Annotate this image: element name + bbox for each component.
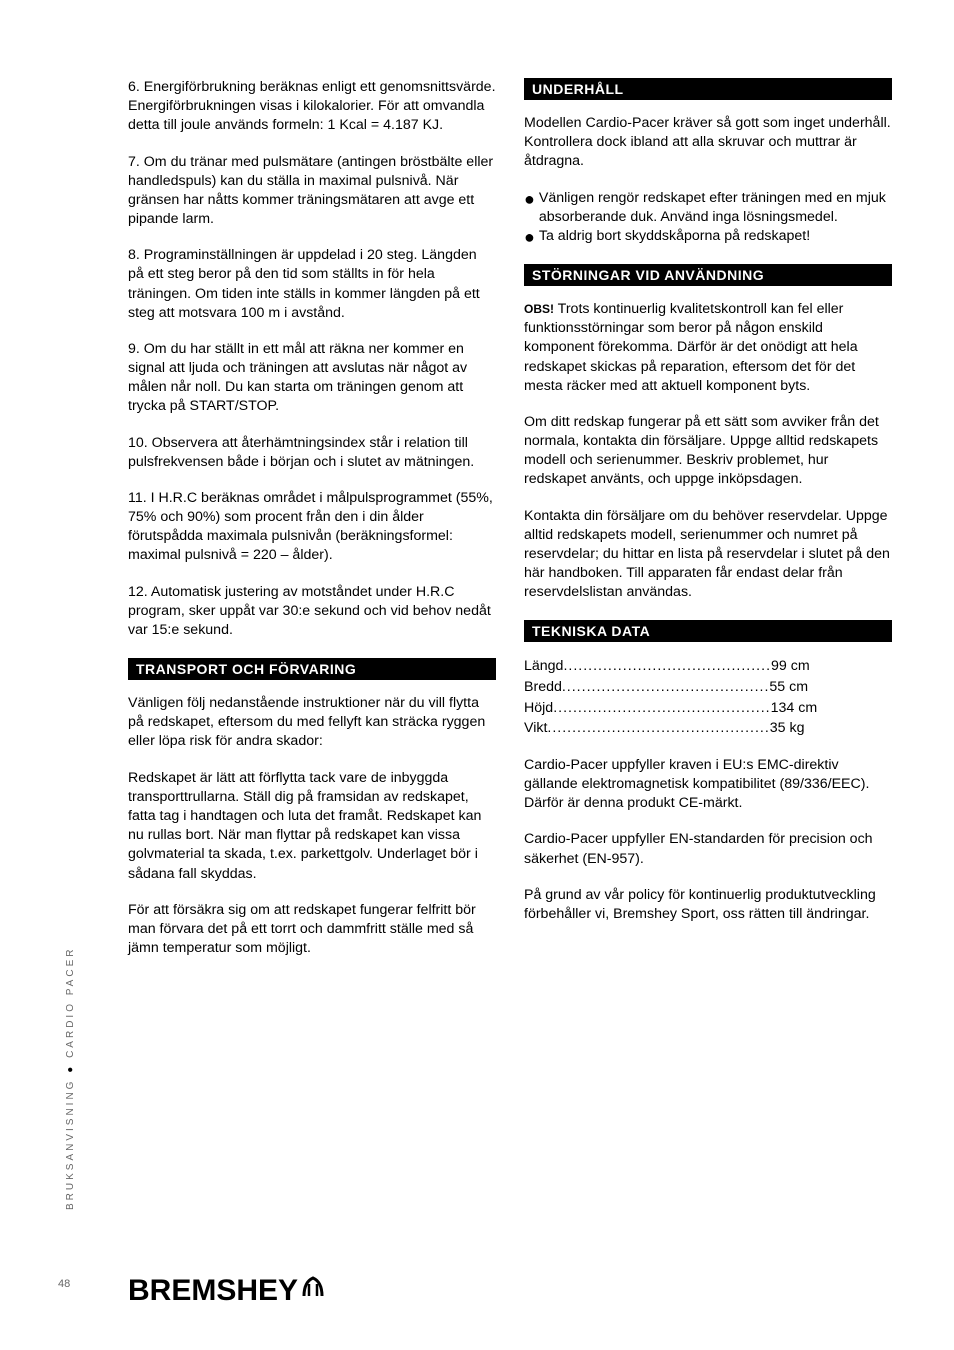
bullet-text: Vänligen rengör redskapet efter träninge… xyxy=(539,189,892,227)
spec-value: 99 cm xyxy=(771,656,810,677)
side-bullet: ● xyxy=(65,1064,76,1073)
transport-header: TRANSPORT OCH FÖRVARING xyxy=(128,658,496,680)
spec-label: Höjd xyxy=(524,698,553,719)
brand-logo: BREMSHEY xyxy=(128,1274,326,1308)
spec-label: Bredd xyxy=(524,677,562,698)
storningar-para-3: Kontakta din försäljare om du behöver re… xyxy=(524,507,892,603)
tekniska-para-2: Cardio-Pacer uppfyller EN-standarden för… xyxy=(524,830,892,868)
underhall-bullet-1: ● Vänligen rengör redskapet efter tränin… xyxy=(524,189,892,227)
spec-row-langd: Längd ..................................… xyxy=(524,656,892,677)
tekniska-header: TEKNISKA DATA xyxy=(524,620,892,642)
spec-dots: ........................................… xyxy=(547,718,769,739)
para-7: 7. Om du tränar med pulsmätare (antingen… xyxy=(128,153,496,230)
bullet-icon: ● xyxy=(524,228,535,246)
side-label: BRUKSANVISNING ● CARDIO PACER xyxy=(65,947,76,1210)
transport-para-1: Vänligen följ nedanstående instruktioner… xyxy=(128,694,496,752)
spec-dots: ........................................… xyxy=(563,656,771,677)
underhall-header: UNDERHÅLL xyxy=(524,78,892,100)
para-8: 8. Programinställningen är uppdelad i 20… xyxy=(128,246,496,323)
right-column: UNDERHÅLL Modellen Cardio-Pacer kräver s… xyxy=(524,78,892,975)
underhall-para-1: Modellen Cardio-Pacer kräver så gott som… xyxy=(524,114,892,172)
left-column: 6. Energiförbrukning beräknas enligt ett… xyxy=(128,78,496,975)
storningar-para-1: OBS! Trots kontinuerlig kvalitetskontrol… xyxy=(524,300,892,396)
bullet-text: Ta aldrig bort skyddskåporna på redskape… xyxy=(539,227,810,246)
spec-dots: ........................................… xyxy=(562,677,770,698)
para-6: 6. Energiförbrukning beräknas enligt ett… xyxy=(128,78,496,136)
tekniska-para-1: Cardio-Pacer uppfyller kraven i EU:s EMC… xyxy=(524,756,892,814)
tekniska-para-3: På grund av vår policy för kontinuerlig … xyxy=(524,886,892,924)
transport-para-3: För att försäkra sig om att redskapet fu… xyxy=(128,901,496,959)
para-9: 9. Om du har ställt in ett mål att räkna… xyxy=(128,340,496,417)
storningar-para-2: Om ditt redskap fungerar på ett sätt som… xyxy=(524,413,892,490)
transport-para-2: Redskapet är lätt att förflytta tack var… xyxy=(128,769,496,884)
spec-value: 35 kg xyxy=(770,718,805,739)
brand-text: BREMSHEY xyxy=(128,1274,298,1308)
para-12: 12. Automatisk justering av motståndet u… xyxy=(128,583,496,641)
spec-row-hojd: Höjd ...................................… xyxy=(524,698,892,719)
brand-icon xyxy=(300,1274,326,1308)
spec-value: 134 cm xyxy=(771,698,818,719)
obs-label: OBS! xyxy=(524,302,554,316)
spec-row-bredd: Bredd ..................................… xyxy=(524,677,892,698)
spec-row-vikt: Vikt ...................................… xyxy=(524,718,892,739)
side-text-right: CARDIO PACER xyxy=(65,947,76,1058)
bullet-icon: ● xyxy=(524,190,535,208)
spec-value: 55 cm xyxy=(769,677,808,698)
page-number: 48 xyxy=(58,1278,70,1290)
spec-dots: ........................................… xyxy=(553,698,770,719)
specs-table: Längd ..................................… xyxy=(524,656,892,738)
underhall-bullet-2: ● Ta aldrig bort skyddskåporna på redska… xyxy=(524,227,892,246)
storningar-header: STÖRNINGAR VID ANVÄNDNING xyxy=(524,264,892,286)
side-text-left: BRUKSANVISNING xyxy=(65,1079,76,1210)
storningar-text-1: Trots kontinuerlig kvalitetskontroll kan… xyxy=(524,301,858,394)
spec-label: Längd xyxy=(524,656,563,677)
spec-label: Vikt xyxy=(524,718,547,739)
para-10: 10. Observera att återhämtningsindex stå… xyxy=(128,434,496,472)
para-11: 11. I H.R.C beräknas området i målpulspr… xyxy=(128,489,496,566)
